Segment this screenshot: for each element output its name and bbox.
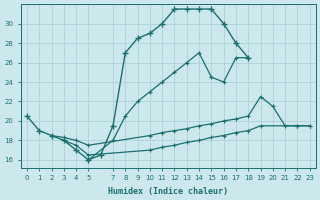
X-axis label: Humidex (Indice chaleur): Humidex (Indice chaleur)	[108, 187, 228, 196]
